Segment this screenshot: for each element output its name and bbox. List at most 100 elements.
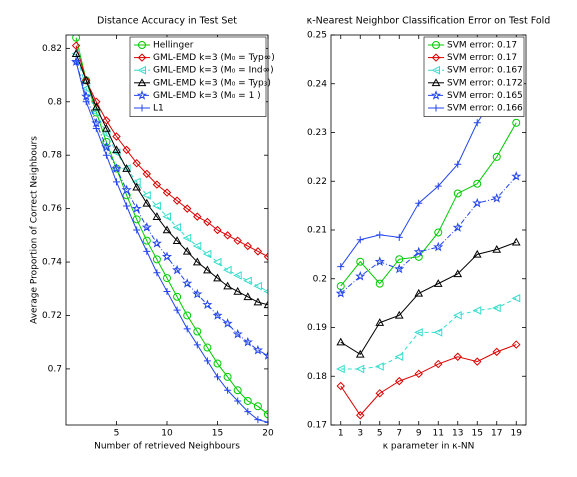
data-point (122, 145, 131, 155)
data-point (244, 408, 252, 416)
data-point (452, 222, 463, 232)
data-point (453, 269, 463, 278)
data-point (395, 233, 403, 241)
y-tick-label: 0.7 (48, 364, 62, 374)
data-point (183, 311, 192, 320)
data-point (492, 152, 501, 161)
legend-marker (137, 53, 147, 62)
data-point (414, 288, 424, 297)
data-point (172, 223, 182, 232)
data-point (453, 189, 462, 198)
legend-label: SVM error: 0.165 (447, 91, 523, 101)
data-point (72, 58, 80, 66)
data-point (152, 180, 162, 189)
x-tick-label: 3 (357, 429, 363, 439)
data-point (243, 241, 253, 251)
series-line (340, 122, 517, 287)
data-point (113, 178, 120, 186)
data-point (203, 357, 211, 365)
data-point (203, 217, 212, 227)
data-point (192, 257, 202, 266)
data-point (253, 281, 262, 291)
data-point (355, 364, 365, 374)
data-point (222, 318, 233, 328)
data-point (182, 204, 192, 213)
data-point (453, 311, 462, 320)
data-point (336, 337, 346, 346)
data-point (336, 282, 345, 291)
data-point (233, 271, 242, 280)
x-tick-label: 15 (472, 429, 483, 439)
data-point (336, 364, 345, 374)
legend-marker (431, 53, 441, 62)
data-point (162, 188, 172, 197)
data-point (173, 306, 181, 314)
data-point (172, 236, 182, 244)
data-point (414, 328, 423, 337)
data-point (512, 118, 521, 127)
data-point (101, 141, 112, 152)
data-point (434, 359, 443, 369)
legend-label: SVM error: 0.17 (447, 41, 517, 51)
data-point (356, 236, 364, 244)
data-point (356, 411, 365, 420)
data-point (224, 386, 232, 394)
x-tick-label: 13 (452, 429, 463, 439)
y-tick-label: 0.19 (307, 323, 327, 333)
data-point (102, 123, 111, 132)
data-point (233, 386, 242, 395)
data-point (395, 255, 404, 264)
data-point (82, 98, 90, 106)
data-point (376, 231, 384, 239)
data-point (511, 237, 521, 246)
data-point (213, 273, 222, 282)
legend-marker (432, 104, 440, 112)
legend-label: L1 (153, 104, 164, 114)
data-point (131, 203, 142, 213)
data-point (253, 402, 262, 411)
data-point (172, 196, 182, 205)
y-tick-label: 0.2 (313, 274, 327, 284)
data-point (172, 264, 183, 275)
legend-label: Hellinger (153, 41, 194, 51)
data-point (511, 171, 522, 181)
x-tick-label: 5 (377, 429, 383, 439)
data-point (122, 164, 131, 172)
x-tick-label: 10 (161, 429, 173, 439)
y-tick-label: 0.72 (42, 311, 62, 321)
data-point (433, 279, 443, 287)
data-point (213, 359, 222, 368)
data-point (453, 352, 462, 361)
legend-label: GML-EMD k=3 (M₀ = Ind∞) (153, 66, 274, 76)
data-point (102, 137, 111, 146)
data-point (213, 225, 222, 235)
data-point (182, 246, 192, 255)
legend-label: SVM error: 0.166 (447, 104, 523, 114)
data-point (153, 269, 161, 277)
series-line (75, 61, 268, 356)
data-point (433, 328, 443, 337)
data-point (142, 169, 152, 179)
data-point (253, 247, 263, 256)
data-point (243, 396, 252, 405)
y-tick-label: 0.76 (42, 204, 62, 214)
legend-label: SVM error: 0.167 (447, 66, 523, 76)
data-point (223, 372, 232, 381)
series-line (75, 61, 268, 423)
y-tick-label: 0.8 (48, 97, 63, 107)
data-point (132, 182, 142, 191)
data-point (263, 300, 268, 309)
data-point (394, 263, 405, 274)
x-tick-label: 15 (212, 429, 223, 439)
data-point (101, 129, 111, 139)
data-point (214, 373, 221, 381)
data-point (413, 246, 424, 257)
data-point (132, 159, 141, 168)
data-point (375, 389, 384, 398)
data-point (434, 228, 443, 237)
legend-marker (137, 41, 147, 49)
series-line (340, 241, 517, 356)
data-point (415, 199, 423, 207)
legend-label: GML-EMD k=3 (M₀ = Typ∞) (153, 53, 275, 63)
y-tick-label: 0.18 (307, 372, 327, 382)
